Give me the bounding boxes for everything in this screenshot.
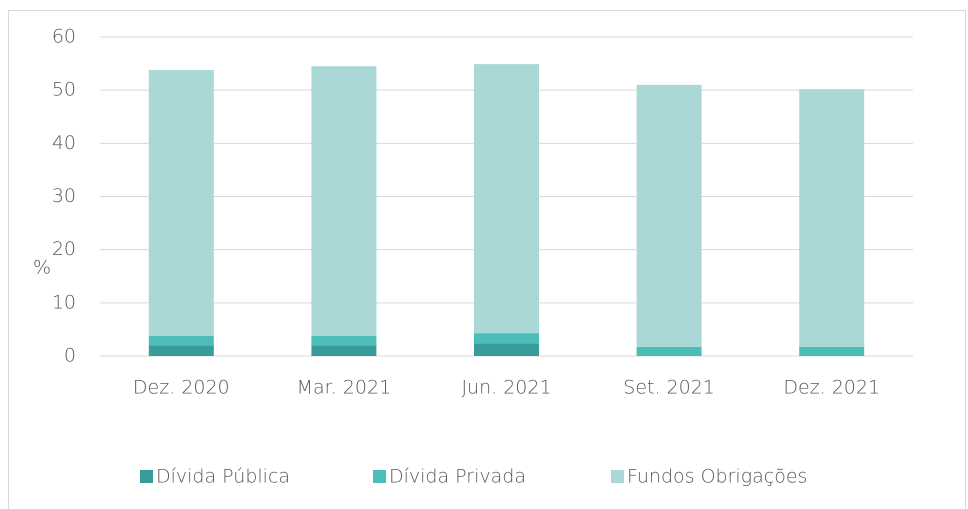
legend-label: Dívida Pública <box>156 466 290 488</box>
y-tick-label: 0 <box>64 345 76 367</box>
y-tick-label: 50 <box>52 79 76 101</box>
bar-segment <box>311 335 377 346</box>
bar-segment <box>474 343 539 356</box>
y-tick-label: 40 <box>52 132 76 154</box>
legend-label: Dívida Privada <box>389 466 526 488</box>
bar-segment <box>799 89 865 347</box>
x-tick-label: Dez. 2020 <box>133 377 230 399</box>
chart-border <box>8 10 966 509</box>
x-tick-label: Dez. 2021 <box>783 377 880 399</box>
bar-segment <box>799 346 865 356</box>
y-axis-label: % <box>33 257 51 279</box>
bar-segment <box>148 345 214 356</box>
bar-segment <box>148 69 214 336</box>
bar-segment <box>474 64 539 334</box>
legend-swatch <box>611 470 624 483</box>
y-tick-label: 30 <box>52 185 76 207</box>
x-tick-label: Mar. 2021 <box>297 377 392 399</box>
y-tick-label: 20 <box>52 238 76 260</box>
bar-segment <box>311 66 377 336</box>
bar-segment <box>636 84 702 347</box>
bar-segment <box>148 335 214 346</box>
legend-swatch <box>373 470 386 483</box>
bar-segment <box>474 333 539 344</box>
legend-label: Fundos Obrigações <box>627 466 807 488</box>
y-tick-label: 10 <box>52 291 76 313</box>
bar-segment <box>636 346 702 356</box>
legend-swatch <box>140 470 153 483</box>
x-tick-label: Set. 2021 <box>623 377 715 399</box>
x-tick-label: Jun. 2021 <box>461 377 551 399</box>
y-tick-label: 60 <box>52 26 76 48</box>
bar-segment <box>311 345 377 356</box>
